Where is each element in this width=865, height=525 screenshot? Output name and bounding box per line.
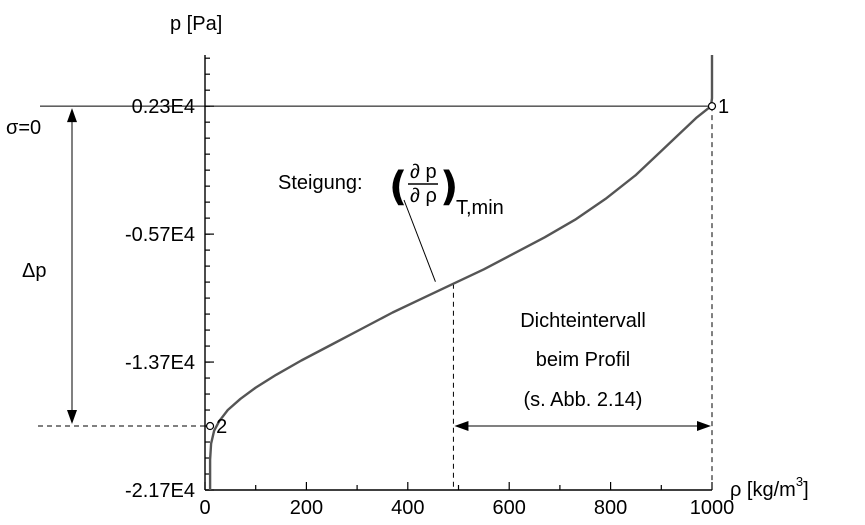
slope-annotation: Steigung: ( ∂ p ∂ ρ ) T,min: [278, 161, 504, 219]
y-tick-label: -2.17E4: [125, 480, 195, 502]
delta-p-arrow-head-bottom: [67, 410, 77, 425]
x-axis-label-main: ρ [kg/m: [730, 479, 796, 501]
x-tick-label: 0: [199, 497, 210, 519]
x-tick-label: 400: [391, 497, 424, 519]
slope-prefix: Steigung:: [278, 172, 363, 194]
slope-paren-close: ): [440, 164, 458, 210]
slope-numerator: ∂ p: [410, 161, 437, 183]
slope-leader-line: [403, 199, 436, 282]
interval-arrow-head-left: [454, 421, 469, 432]
x-tick-label: 1000: [690, 497, 735, 519]
interval-line-3: (s. Abb. 2.14): [524, 389, 643, 411]
point-1-marker: [707, 102, 717, 111]
x-axis-label-close: ]: [803, 479, 809, 501]
y-tick-label: -0.57E4: [125, 224, 195, 246]
point-1-label: 1: [718, 96, 729, 118]
y-tick-label: -1.37E4: [125, 352, 195, 374]
interval-arrow-head-right: [697, 421, 711, 432]
series-line: [208, 55, 714, 490]
x-tick-label: 600: [493, 497, 526, 519]
y-tick-label: 0.23E4: [132, 96, 195, 118]
sigma-zero-label: σ=0: [6, 117, 41, 139]
slope-paren-open: (: [389, 164, 407, 210]
interval-annotation: Dichteintervall beim Profil (s. Abb. 2.1…: [520, 310, 646, 411]
point-2-marker: [205, 421, 215, 431]
series-layer: [205, 55, 717, 490]
interval-line-2: beim Profil: [536, 349, 630, 371]
x-axis-label-sup: 3: [796, 474, 803, 489]
point-2-label: 2: [216, 416, 227, 438]
x-tick-label: 800: [594, 497, 627, 519]
interval-line-1: Dichteintervall: [520, 310, 646, 332]
x-axis-label: ρ [kg/m3]: [730, 474, 809, 501]
labels: 0 200 400 600 800 1000 0.23E4 -0.57E4 -1.37E4 -2.…: [125, 96, 734, 519]
slope-denominator: ∂ ρ: [410, 185, 437, 207]
delta-p-label: Δp: [22, 260, 46, 282]
delta-p-arrow-head-top: [67, 108, 77, 123]
annotations: [38, 105, 713, 490]
y-axis-label: p [Pa]: [170, 13, 222, 35]
x-tick-label: 200: [290, 497, 323, 519]
slope-subscript: T,min: [456, 197, 504, 219]
